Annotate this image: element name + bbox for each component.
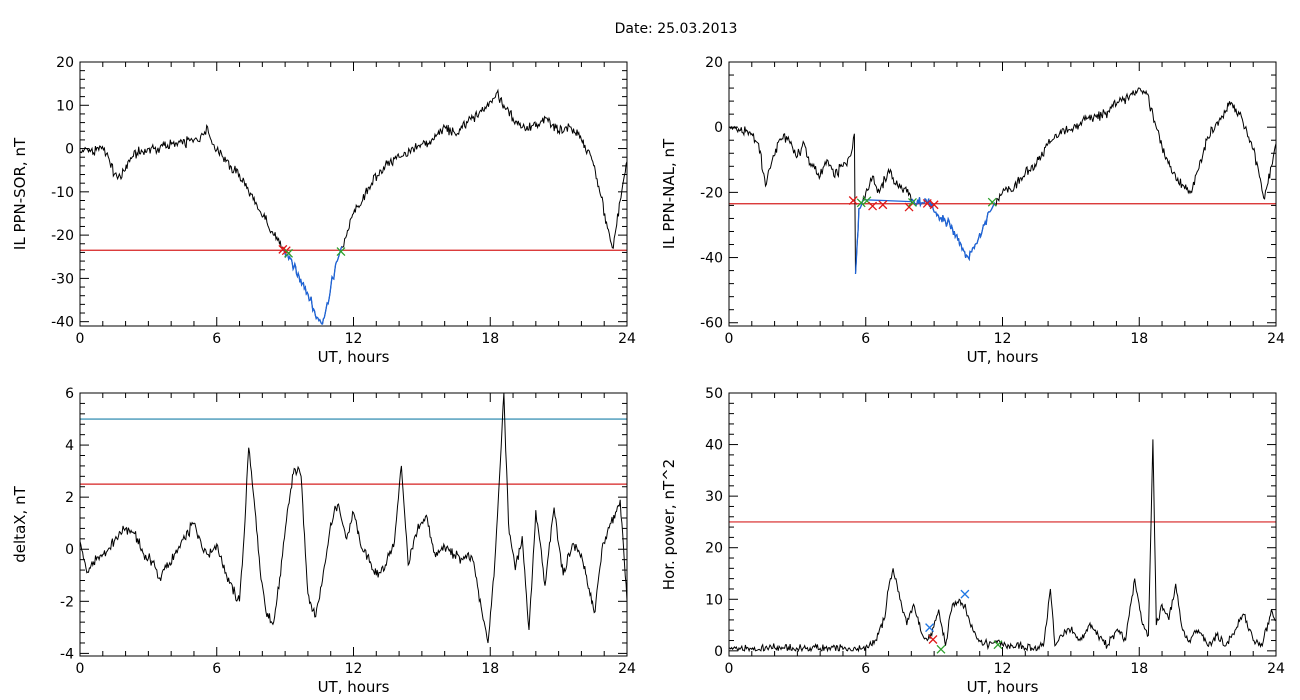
- y-tick-label: -2: [60, 594, 74, 610]
- x-tick-label: 12: [345, 331, 363, 347]
- marker-green: [284, 248, 294, 258]
- plot-area: [80, 88, 627, 325]
- plot-frame: [728, 61, 1277, 327]
- x-tick-label: 24: [618, 331, 636, 347]
- marker-red: [868, 201, 878, 211]
- y-axis-label: IL PPN-SOR, nT: [11, 137, 29, 250]
- y-tick-label: 0: [65, 142, 74, 158]
- x-tick-label: 0: [725, 331, 734, 347]
- x-tick-label: 6: [212, 661, 221, 677]
- y-tick-label: -20: [51, 228, 74, 244]
- y-tick-label: 10: [705, 592, 723, 608]
- substorm-segment: [854, 197, 996, 274]
- marker-red: [922, 198, 932, 208]
- y-tick-label: -10: [51, 185, 74, 201]
- y-tick-label: 10: [56, 98, 74, 114]
- x-tick-label: 18: [1130, 661, 1148, 677]
- y-tick-label: -30: [51, 271, 74, 287]
- x-axis-label: UT, hours: [318, 678, 390, 696]
- marker-green: [336, 247, 346, 257]
- x-tick-label: 18: [1130, 331, 1148, 347]
- x-tick-label: 12: [994, 661, 1012, 677]
- y-tick-label: 4: [65, 438, 74, 454]
- marker-blue: [925, 623, 935, 633]
- x-axis-label: UT, hours: [967, 348, 1039, 366]
- plot-frame: [728, 392, 1277, 657]
- y-tick-label: 20: [705, 541, 723, 557]
- marker-red: [848, 196, 858, 205]
- y-tick-label: -4: [60, 646, 74, 662]
- series-line: [729, 87, 1276, 274]
- plot-frame: [79, 61, 628, 327]
- x-tick-label: 6: [861, 661, 870, 677]
- x-tick-label: 0: [76, 661, 85, 677]
- panel-il-nal: 0 6 12 18 24 -60 -40 -20 0 20 UT, hours IL PPN-NAL,…: [660, 55, 1285, 366]
- x-axis-label: UT, hours: [967, 678, 1039, 696]
- y-tick-label: 6: [65, 386, 74, 402]
- x-tick-label: 0: [725, 661, 734, 677]
- panel-hor-power: 0 6 12 18 24 0 10 20 30 40 50 UT, hours Hor. power, …: [660, 386, 1285, 696]
- y-tick-label: 2: [65, 490, 74, 506]
- plot-frame: [79, 392, 628, 657]
- marker-red: [928, 635, 938, 644]
- y-tick-label: 20: [56, 55, 74, 71]
- substorm-segment: [282, 246, 343, 325]
- x-tick-label: 12: [994, 331, 1012, 347]
- y-tick-label: -40: [51, 315, 74, 331]
- x-tick-label: 24: [618, 661, 636, 677]
- x-axis-label: UT, hours: [318, 348, 390, 366]
- y-axis-label: IL PPN-NAL, nT: [660, 138, 678, 249]
- y-tick-label: 0: [714, 644, 723, 660]
- marker-blue: [960, 589, 970, 599]
- y-tick-label: 0: [714, 120, 723, 136]
- x-tick-label: 24: [1267, 331, 1285, 347]
- plot-area: [729, 87, 1276, 274]
- x-tick-label: 24: [1267, 661, 1285, 677]
- figure-title: Date: 25.03.2013: [615, 21, 738, 37]
- x-tick-label: 0: [76, 331, 85, 347]
- x-tick-label: 18: [481, 331, 499, 347]
- marker-red: [929, 200, 939, 210]
- x-tick-label: 12: [345, 661, 363, 677]
- marker-red: [878, 200, 888, 210]
- series-line: [80, 393, 627, 644]
- plot-area: [729, 439, 1276, 654]
- marker-green: [936, 644, 946, 654]
- series-line: [80, 88, 627, 325]
- plot-area: [80, 393, 627, 644]
- panel-il-sor: 0 6 12 18 24 -40 -30 -20 -10 0 10 20 UT, hours IL PPN…: [11, 55, 636, 366]
- x-tick-label: 6: [212, 331, 221, 347]
- y-tick-label: 20: [705, 55, 723, 71]
- marker-green: [993, 640, 1003, 650]
- y-tick-label: -40: [700, 251, 723, 267]
- marker-green: [987, 197, 997, 207]
- y-tick-label: 0: [65, 542, 74, 558]
- y-axis-label: deltaX, nT: [11, 485, 29, 562]
- y-tick-label: 30: [705, 489, 723, 505]
- marker-red: [904, 202, 914, 212]
- marker-green: [856, 198, 866, 208]
- y-tick-label: 40: [705, 438, 723, 454]
- y-axis-label: Hor. power, nT^2: [660, 459, 678, 590]
- series-line: [729, 439, 1276, 653]
- x-tick-label: 6: [861, 331, 870, 347]
- x-tick-label: 18: [481, 661, 499, 677]
- y-tick-label: -60: [700, 316, 723, 332]
- marker-green: [908, 198, 917, 207]
- y-tick-label: 50: [705, 386, 723, 402]
- y-tick-label: -20: [700, 185, 723, 201]
